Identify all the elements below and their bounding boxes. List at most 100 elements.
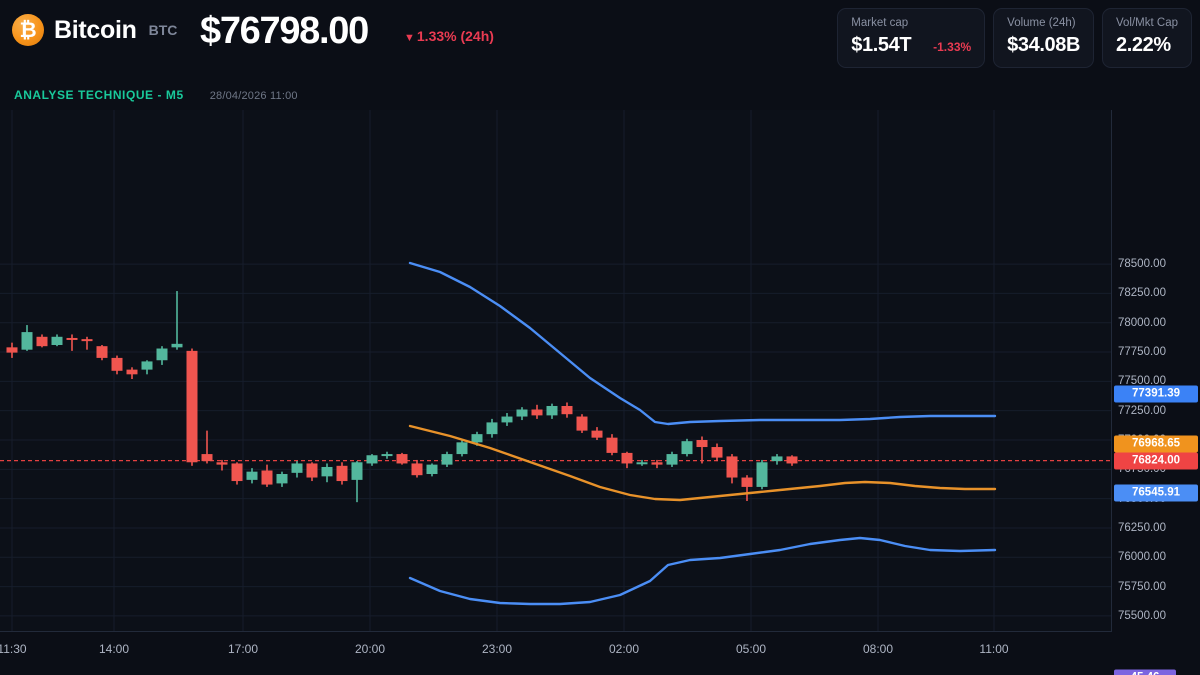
candle-body[interactable]: [696, 440, 708, 448]
time-axis-tick: 14:00: [98, 642, 130, 656]
stat-label: Volume (24h): [1007, 17, 1076, 29]
candle-body[interactable]: [651, 462, 663, 465]
candle-body[interactable]: [396, 454, 408, 464]
candles-group: [6, 291, 798, 503]
candle-body[interactable]: [621, 452, 633, 464]
candle-body[interactable]: [261, 470, 273, 485]
caret-down-icon: ▼: [404, 32, 415, 44]
candle-body[interactable]: [96, 346, 108, 358]
candle-body[interactable]: [306, 463, 318, 478]
candle-body[interactable]: [111, 357, 123, 371]
candle-body[interactable]: [606, 437, 618, 453]
price-axis-tick: 77250.00: [1118, 404, 1166, 417]
candle-body[interactable]: [246, 471, 258, 480]
upper-band-badge[interactable]: 77391.39: [1114, 385, 1198, 403]
candle-body[interactable]: [6, 347, 18, 353]
candle-body[interactable]: [726, 456, 738, 478]
coin-name: Bitcoin: [54, 15, 137, 44]
candle-body[interactable]: [501, 416, 513, 423]
stat-value-row: $34.08B: [1007, 34, 1080, 57]
time-axis-tick: 23:00: [481, 642, 513, 656]
candle-body[interactable]: [186, 350, 198, 463]
price-axis-tick: 77500.00: [1118, 375, 1166, 388]
candle-body[interactable]: [426, 464, 438, 475]
candle-body[interactable]: [201, 454, 213, 462]
candle-body[interactable]: [591, 430, 603, 438]
candle-body[interactable]: [81, 339, 93, 342]
price-axis-tick: 77750.00: [1118, 346, 1166, 359]
candle-body[interactable]: [381, 454, 393, 457]
candle-body[interactable]: [351, 462, 363, 480]
price-axis-tick: 78250.00: [1118, 287, 1166, 300]
time-axis-tick: 20:00: [354, 642, 386, 656]
candle-body[interactable]: [666, 454, 678, 465]
current-price: $76798.00: [200, 10, 369, 52]
price-axis-tick: 75500.00: [1118, 609, 1166, 622]
candle-body[interactable]: [756, 462, 768, 487]
candle-body[interactable]: [681, 441, 693, 455]
candle-body[interactable]: [141, 361, 153, 370]
chart-container[interactable]: 78500.00 78250.00 78000.00 77750.00 77500.00…: [0, 110, 1200, 675]
candle-body[interactable]: [66, 337, 78, 340]
candle-body[interactable]: [126, 369, 138, 375]
candle-body[interactable]: [36, 336, 48, 347]
plot-area[interactable]: [0, 110, 1112, 632]
candle-body[interactable]: [21, 332, 33, 350]
price-change-24h: ▼ 1.33% (24h): [404, 28, 494, 44]
candle-body[interactable]: [576, 416, 588, 431]
candle-body[interactable]: [741, 477, 753, 487]
coin-identity[interactable]: ₿ Bitcoin BTC: [12, 14, 177, 46]
chart-svg: [0, 110, 1111, 631]
ma-badge[interactable]: 76968.65: [1114, 435, 1198, 453]
rsi-value-badge[interactable]: 45.46: [1114, 669, 1176, 675]
stat-value-row: $1.54T -1.33%: [851, 34, 971, 57]
candle-body[interactable]: [546, 405, 558, 416]
series-line-moving-average[interactable]: [408, 424, 997, 502]
last-price-badge[interactable]: 76824.00: [1114, 452, 1198, 470]
candle-body[interactable]: [531, 409, 543, 416]
stat-card[interactable]: Vol/Mkt Cap 2.22%: [1102, 8, 1192, 68]
candle-body[interactable]: [291, 463, 303, 473]
stat-value: $34.08B: [1007, 34, 1080, 56]
price-axis-tick: 75750.00: [1118, 580, 1166, 593]
candle-body[interactable]: [786, 456, 798, 464]
candle-body[interactable]: [156, 348, 168, 361]
time-axis-tick: 05:00: [735, 642, 767, 656]
candle-body[interactable]: [771, 456, 783, 462]
analysis-timestamp: 28/04/2026 11:00: [209, 90, 298, 102]
stat-value: $1.54T: [851, 34, 912, 56]
time-axis: 11:30 14:00 17:00 20:00 23:00 02:00 05:00 08:00…: [0, 632, 1112, 675]
candle-body[interactable]: [336, 465, 348, 482]
candle-body[interactable]: [171, 343, 183, 348]
candle-body[interactable]: [441, 454, 453, 465]
candle-body[interactable]: [51, 336, 63, 345]
candle-body[interactable]: [636, 462, 648, 465]
analysis-row: ANALYSE TECHNIQUE - M5 28/04/2026 11:00: [14, 88, 298, 102]
candle-body[interactable]: [321, 466, 333, 477]
lower-band-badge[interactable]: 76545.91: [1114, 484, 1198, 502]
candle-body[interactable]: [366, 455, 378, 464]
series-line-lower-band[interactable]: [408, 536, 997, 606]
time-axis-tick: 17:00: [227, 642, 259, 656]
page-header: ₿ Bitcoin BTC $76798.00 ▼ 1.33% (24h) Mar…: [0, 0, 1200, 104]
candle-body[interactable]: [471, 434, 483, 443]
candle-body[interactable]: [516, 409, 528, 417]
time-axis-tick: 02:00: [608, 642, 640, 656]
candle-body[interactable]: [486, 422, 498, 435]
price-change-text: 1.33% (24h): [416, 28, 494, 44]
candle-body[interactable]: [711, 447, 723, 458]
time-axis-tick: 11:00: [979, 642, 1009, 656]
stat-card[interactable]: Market cap $1.54T -1.33%: [837, 8, 986, 68]
series-line-upper-band[interactable]: [408, 261, 997, 426]
candle-body[interactable]: [231, 463, 243, 482]
candle-body[interactable]: [456, 442, 468, 455]
candle-body[interactable]: [561, 405, 573, 415]
candle-body[interactable]: [411, 463, 423, 476]
price-axis[interactable]: 78500.00 78250.00 78000.00 77750.00 77500.00…: [1112, 110, 1200, 675]
coin-ticker: BTC: [148, 22, 178, 38]
price-axis-tick: 76000.00: [1118, 551, 1166, 564]
candle-body[interactable]: [216, 462, 228, 465]
candle-body[interactable]: [276, 474, 288, 484]
stat-card[interactable]: Volume (24h) $34.08B: [993, 8, 1094, 68]
